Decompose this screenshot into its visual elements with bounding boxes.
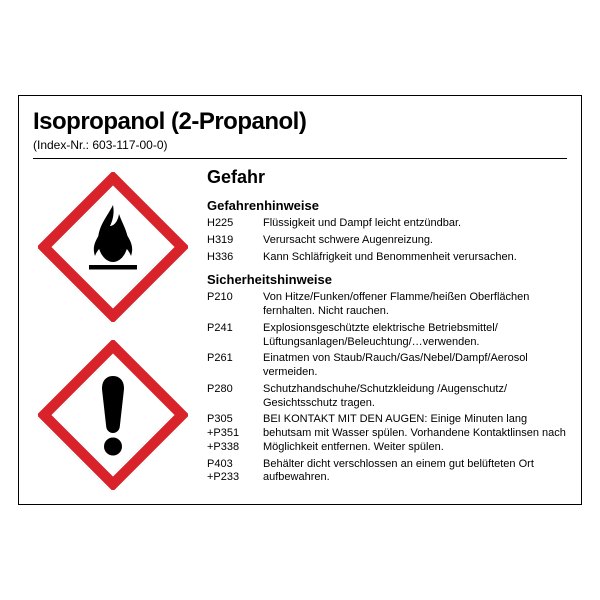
index-number: (Index-Nr.: 603-117-00-0) [33, 138, 567, 152]
precaution-text: Von Hitze/Funken/offener Flamme/heißen O… [263, 291, 567, 319]
ghs-label-card: Isopropanol (2-Propanol) (Index-Nr.: 603… [18, 95, 582, 505]
signal-word: Gefahr [207, 167, 567, 188]
precaution-code: P403 +P233 [207, 458, 253, 486]
precaution-row: P305 +P351 +P338BEI KONTAKT MIT DEN AUGE… [207, 413, 567, 454]
hazard-row: H336 Kann Schläfrigkeit und Benommenheit … [207, 251, 567, 265]
pictogram-flammable [33, 167, 193, 327]
precaution-row: P210 Von Hitze/Funken/offener Flamme/heiß… [207, 291, 567, 319]
precaution-row: P280 Schutzhandschuhe/Schutzkleidung /Aug… [207, 383, 567, 411]
exclamation-icon [38, 340, 188, 490]
pictogram-column [33, 167, 193, 495]
precaution-text: Explosionsgeschützte elektrische Betrieb… [263, 322, 567, 350]
precaution-row: P261 Einatmen von Staub/Rauch/Gas/Nebel/D… [207, 352, 567, 380]
precaution-code: P210 [207, 291, 253, 319]
precaution-heading: Sicherheitshinweise [207, 272, 567, 287]
hazard-row: H225 Flüssigkeit und Dampf leicht entzünd… [207, 217, 567, 231]
precaution-code: P261 [207, 352, 253, 380]
precaution-list: P210 Von Hitze/Funken/offener Flamme/heiß… [207, 291, 567, 485]
chemical-name: Isopropanol (2-Propanol) [33, 108, 567, 136]
label-body: Gefahr Gefahrenhinweise H225 Flüssigkeit … [33, 167, 567, 495]
hazard-code: H225 [207, 217, 253, 231]
hazard-text: Verursacht schwere Augenreizung. [263, 234, 567, 248]
hazard-list: H225 Flüssigkeit und Dampf leicht entzünd… [207, 217, 567, 264]
precaution-text: Schutzhandschuhe/Schutzkleidung /Augensc… [263, 383, 567, 411]
pictogram-exclamation [33, 335, 193, 495]
divider [33, 158, 567, 159]
precaution-text: Behälter dicht verschlossen an einem gut… [263, 458, 567, 486]
precaution-code: P280 [207, 383, 253, 411]
precaution-code: P241 [207, 322, 253, 350]
precaution-text: Einatmen von Staub/Rauch/Gas/Nebel/Dampf… [263, 352, 567, 380]
precaution-row: P241 Explosionsgeschützte elektrische Bet… [207, 322, 567, 350]
hazard-text: Flüssigkeit und Dampf leicht entzündbar. [263, 217, 567, 231]
hazard-text: Kann Schläfrigkeit und Benommenheit veru… [263, 251, 567, 265]
precaution-text: BEI KONTAKT MIT DEN AUGEN: Einige Minute… [263, 413, 567, 454]
hazard-heading: Gefahrenhinweise [207, 198, 567, 213]
hazard-code: H319 [207, 234, 253, 248]
hazard-row: H319 Verursacht schwere Augenreizung. [207, 234, 567, 248]
precaution-code: P305 +P351 +P338 [207, 413, 253, 454]
precaution-row: P403 +P233 Behälter dicht verschlossen an… [207, 458, 567, 486]
text-column: Gefahr Gefahrenhinweise H225 Flüssigkeit … [207, 167, 567, 495]
flammable-icon [38, 172, 188, 322]
hazard-code: H336 [207, 251, 253, 265]
